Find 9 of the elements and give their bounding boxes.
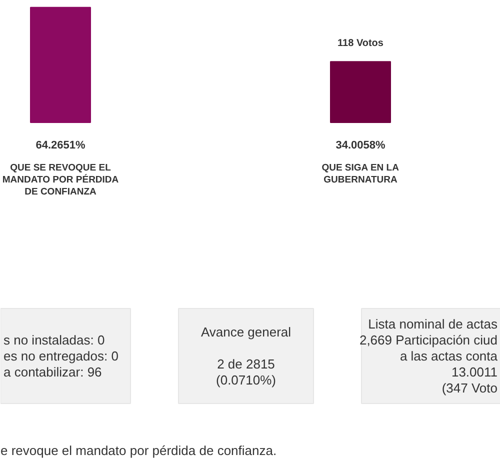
text: s no instaladas: 0 es no entregados: 0 a contabilizar: 96 <box>4 332 118 380</box>
x-tick-label: QUE SIGA EN LA GUBERNATURA <box>322 162 400 186</box>
data-label: 64.2651% <box>36 140 86 152</box>
text: Lista nominal de actas 2,669 Participación ciud a las actas conta 13.0011 (347 Voto <box>359 316 498 396</box>
data-label: 34.0058% <box>336 140 386 152</box>
annotation: 118 Votos <box>338 38 384 50</box>
text: e revoque el mandato por pérdida de confianza. <box>0 443 277 458</box>
text: Avance general 2 de 2815 (0.0710%) <box>200 324 292 388</box>
x-tick-label: QUE SE REVOQUE EL MANDATO POR PÉRDIDA DE CONFIANZA <box>2 162 119 198</box>
